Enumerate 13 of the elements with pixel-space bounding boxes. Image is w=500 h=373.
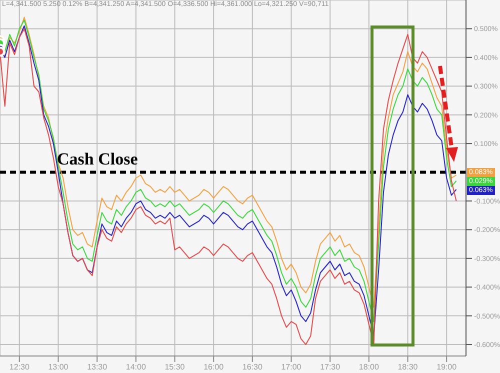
x-tick-label: 16:00 bbox=[204, 362, 224, 372]
x-tick-label: 14:00 bbox=[126, 362, 146, 372]
ref-line-label: Cash Close bbox=[57, 149, 138, 168]
x-tick-label: 17:30 bbox=[320, 362, 341, 372]
x-tick-label: 18:30 bbox=[398, 362, 418, 372]
x-tick-label: 12:30 bbox=[9, 362, 30, 372]
x-tick-label: 18:00 bbox=[358, 362, 380, 372]
x-tick-label: 16:30 bbox=[242, 362, 263, 372]
x-tick-label: 17:00 bbox=[281, 362, 302, 372]
x-tick-label: 13:30 bbox=[87, 362, 108, 372]
x-tick-label: 19:00 bbox=[436, 362, 458, 372]
x-tick-label: 15:30 bbox=[164, 362, 186, 372]
x-tick-label: 13:00 bbox=[48, 362, 69, 372]
